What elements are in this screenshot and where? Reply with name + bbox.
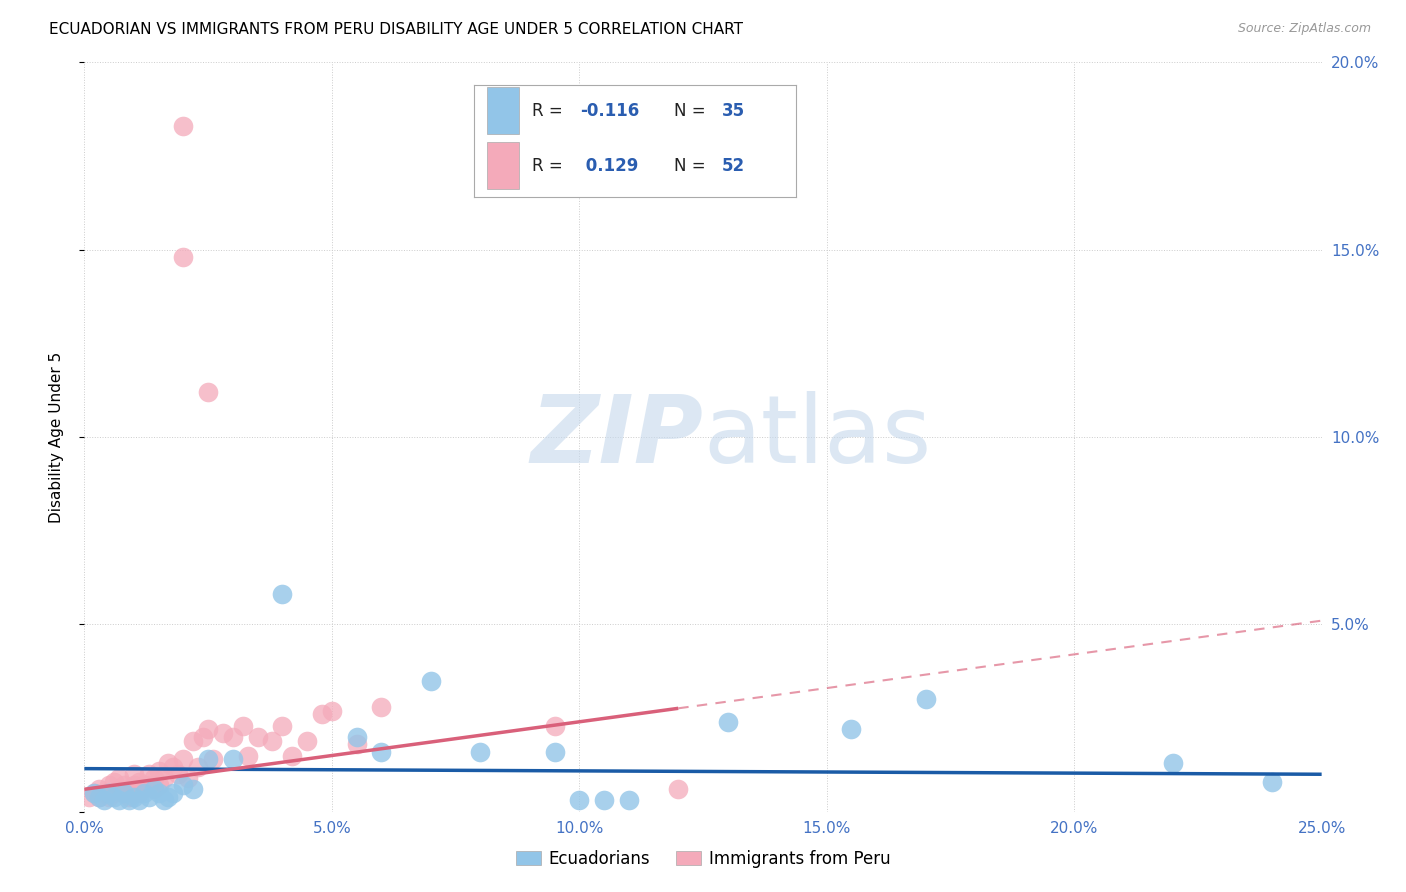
Point: [666, 782, 689, 797]
Text: ZIP: ZIP: [530, 391, 703, 483]
Point: [568, 793, 591, 807]
Point: [122, 767, 145, 781]
Point: [262, 733, 284, 747]
Y-axis label: Disability Age Under 5: Disability Age Under 5: [49, 351, 63, 523]
Point: [841, 723, 863, 737]
Point: [1161, 756, 1184, 770]
Point: [112, 786, 135, 800]
Point: [593, 793, 616, 807]
Point: [93, 786, 115, 800]
Point: [148, 786, 170, 800]
Point: [89, 782, 111, 797]
Point: [232, 718, 254, 732]
Point: [108, 771, 131, 785]
Point: [187, 760, 209, 774]
Point: [321, 704, 343, 718]
Point: [128, 793, 150, 807]
Point: [162, 786, 184, 800]
Point: [118, 782, 141, 797]
Point: [108, 782, 131, 797]
Point: [271, 587, 294, 601]
Point: [543, 745, 565, 759]
Point: [191, 730, 214, 744]
Point: [370, 745, 392, 759]
Point: [138, 789, 160, 804]
Point: [128, 774, 150, 789]
Point: [717, 714, 740, 729]
Point: [177, 771, 200, 785]
Legend: Ecuadorians, Immigrants from Peru: Ecuadorians, Immigrants from Peru: [509, 844, 897, 875]
Point: [128, 786, 150, 800]
Point: [157, 756, 180, 770]
Point: [162, 760, 184, 774]
Point: [370, 699, 392, 714]
Text: ECUADORIAN VS IMMIGRANTS FROM PERU DISABILITY AGE UNDER 5 CORRELATION CHART: ECUADORIAN VS IMMIGRANTS FROM PERU DISAB…: [49, 22, 744, 37]
Point: [103, 786, 125, 800]
Point: [103, 774, 125, 789]
Point: [89, 789, 111, 804]
Point: [122, 789, 145, 804]
Point: [181, 782, 204, 797]
Point: [138, 779, 160, 793]
Point: [118, 793, 141, 807]
Point: [271, 718, 294, 732]
Point: [83, 786, 105, 800]
Point: [222, 730, 245, 744]
Point: [419, 673, 441, 688]
Point: [346, 737, 368, 751]
Point: [152, 771, 174, 785]
Point: [112, 779, 135, 793]
Point: [181, 733, 204, 747]
Point: [157, 789, 180, 804]
Point: [197, 752, 219, 766]
Point: [148, 764, 170, 778]
Point: [172, 119, 194, 133]
Point: [138, 767, 160, 781]
Text: Source: ZipAtlas.com: Source: ZipAtlas.com: [1237, 22, 1371, 36]
Point: [167, 767, 190, 781]
Point: [281, 748, 304, 763]
Point: [172, 250, 194, 264]
Point: [202, 752, 225, 766]
Point: [89, 789, 111, 804]
Point: [79, 789, 101, 804]
Point: [142, 782, 165, 797]
Point: [98, 789, 121, 804]
Point: [311, 707, 333, 722]
Point: [152, 793, 174, 807]
Point: [83, 786, 105, 800]
Point: [470, 745, 492, 759]
Point: [142, 771, 165, 785]
Point: [122, 779, 145, 793]
Point: [148, 779, 170, 793]
Point: [108, 793, 131, 807]
Point: [98, 779, 121, 793]
Point: [142, 782, 165, 797]
Point: [914, 692, 936, 706]
Point: [295, 733, 318, 747]
Point: [346, 730, 368, 744]
Point: [246, 730, 269, 744]
Point: [617, 793, 640, 807]
Point: [197, 385, 219, 400]
Point: [172, 752, 194, 766]
Text: atlas: atlas: [703, 391, 931, 483]
Point: [236, 748, 259, 763]
Point: [222, 752, 245, 766]
Point: [212, 726, 235, 740]
Point: [1261, 774, 1284, 789]
Point: [197, 723, 219, 737]
Point: [98, 786, 121, 800]
Point: [93, 793, 115, 807]
Point: [103, 789, 125, 804]
Point: [118, 789, 141, 804]
Point: [132, 786, 155, 800]
Point: [132, 779, 155, 793]
Point: [172, 779, 194, 793]
Point: [543, 718, 565, 732]
Point: [112, 786, 135, 800]
